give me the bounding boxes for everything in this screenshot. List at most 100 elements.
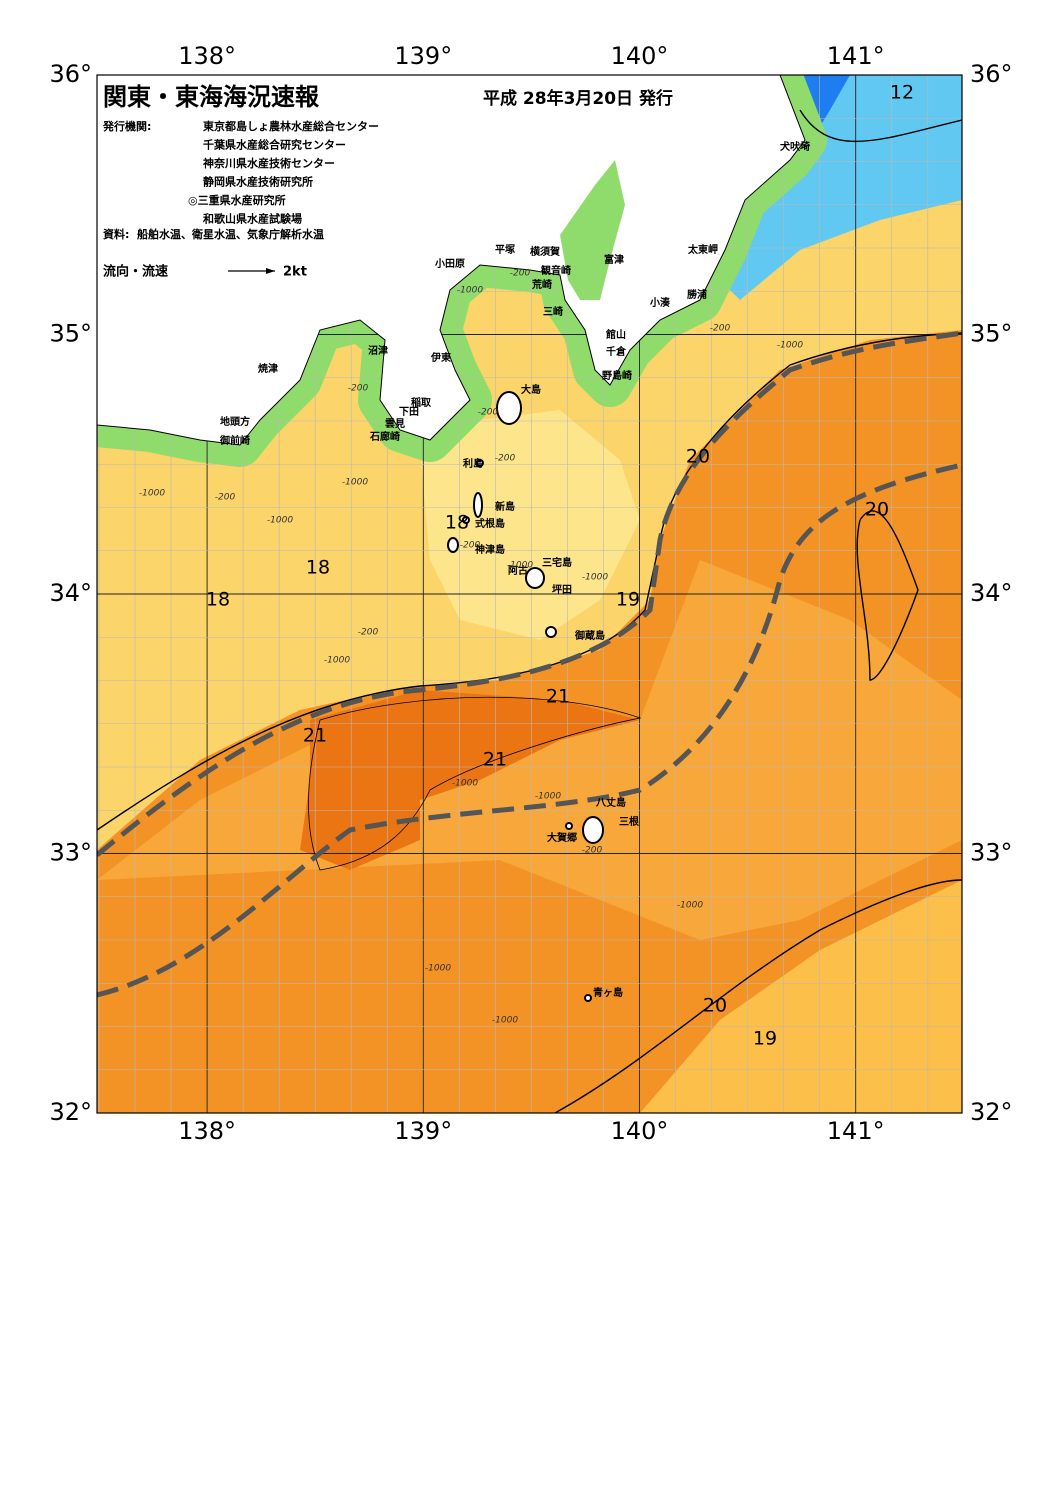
place-name: 太東岬 <box>687 243 718 256</box>
depth-label: -1000 <box>452 779 478 789</box>
isotherm-label: 18 <box>306 557 330 579</box>
place-name: 大島 <box>521 383 541 396</box>
place-name: 三根 <box>619 815 639 828</box>
island <box>582 816 604 844</box>
depth-label: -1000 <box>425 964 451 974</box>
place-name: 犬吠埼 <box>780 140 810 153</box>
depth-label: -1000 <box>535 792 561 802</box>
lon-label: 138° <box>178 1117 236 1145</box>
place-name: 神津島 <box>475 543 505 556</box>
isotherm <box>554 879 962 1113</box>
place-name: 青ヶ島 <box>593 986 623 999</box>
legend-scale: 2kt <box>283 265 307 280</box>
publisher-name: 静岡県水産技術研究所 <box>203 175 313 189</box>
publisher-label: 発行機関: <box>102 119 151 133</box>
depth-label: -200 <box>348 384 369 394</box>
isotherm-label: 20 <box>865 499 889 521</box>
isotherm-label: 21 <box>483 749 507 771</box>
island <box>473 492 483 518</box>
lat-label: 32° <box>970 1098 1013 1126</box>
lat-label: 32° <box>49 1098 92 1126</box>
depth-label: -200 <box>358 628 379 638</box>
depth-label: -1000 <box>677 901 703 911</box>
isotherm-label: 12 <box>890 82 914 104</box>
isotherm-label: 21 <box>546 686 570 708</box>
lat-label: 33° <box>970 839 1013 867</box>
publisher-name: 千葉県水産総合研究センター <box>203 138 346 152</box>
frame <box>96 74 963 1114</box>
axes: 138° 138° 139° 139° 140° 140° 141° 141° 36° 36° 35… <box>49 42 1012 1145</box>
depth-label: -200 <box>710 324 731 334</box>
tokyo-bay <box>560 160 625 300</box>
place-name: 伊東 <box>430 351 451 364</box>
source-text: 船舶水温、衛星水温、気象庁解析水温 <box>137 227 324 241</box>
place-name: 沼津 <box>368 344 388 357</box>
lon-label: 140° <box>611 42 669 70</box>
place-name: 勝浦 <box>687 288 707 301</box>
islands <box>447 391 604 1002</box>
place-name: 千倉 <box>606 345 627 358</box>
isotherm-label: 18 <box>206 589 230 611</box>
depth-label: -200 <box>215 493 236 503</box>
place-name: 下田 <box>399 406 419 418</box>
place-name: 阿古 <box>508 564 528 577</box>
depth-label: -1000 <box>492 1016 518 1026</box>
place-name: 坪田 <box>552 583 572 596</box>
lat-label: 34° <box>970 579 1013 607</box>
island <box>462 516 470 524</box>
place-name: 三宅島 <box>542 556 572 569</box>
lat-label: 33° <box>49 839 92 867</box>
place-name: 稲取 <box>411 396 432 409</box>
lon-label: 139° <box>394 1117 452 1145</box>
depth-label: -200 <box>582 846 603 856</box>
place-name: 御前崎 <box>219 434 250 447</box>
depth-label: -1000 <box>457 286 483 296</box>
lat-label: 35° <box>970 320 1013 348</box>
source-label: 資料: <box>103 227 129 241</box>
publisher-name: 和歌山県水産試験場 <box>203 212 302 226</box>
legend-label: 流向・流速 <box>103 264 168 280</box>
place-name: 館山 <box>605 328 626 341</box>
lon-label: 139° <box>394 42 452 70</box>
place-name: 小田原 <box>434 257 465 270</box>
isotherm-label: 19 <box>616 589 640 611</box>
isotherm-label: 20 <box>686 446 710 468</box>
place-name: 野島崎 <box>602 369 632 382</box>
isotherm-label: 20 <box>703 995 727 1017</box>
isotherm <box>308 696 642 871</box>
lat-label: 36° <box>970 60 1013 88</box>
isotherm-label: 18 <box>445 512 469 534</box>
place-name: 御蔵島 <box>574 629 605 642</box>
place-name: 式根島 <box>475 517 505 530</box>
isotherm <box>856 510 919 681</box>
depth-label: -1000 <box>267 516 293 526</box>
place-name: 八丈島 <box>595 796 626 809</box>
publisher-name: ◎三重県水産研究所 <box>188 193 286 207</box>
island <box>496 391 522 425</box>
island <box>584 994 592 1002</box>
place-name: 横須賀 <box>530 245 560 258</box>
depth-label: -200 <box>478 408 499 418</box>
depth-label: -1000 <box>507 561 533 571</box>
depth-label: -200 <box>510 269 531 279</box>
place-name: 雲見 <box>385 418 405 430</box>
lon-label: 141° <box>827 1117 885 1145</box>
isotherm-label: 21 <box>303 725 327 747</box>
lat-label: 35° <box>49 320 92 348</box>
isotherm-label: 19 <box>753 1028 777 1050</box>
island <box>525 567 545 589</box>
island <box>565 822 573 830</box>
island <box>476 459 484 467</box>
legend-arrowhead <box>266 268 275 274</box>
place-name: 富津 <box>604 253 624 266</box>
place-name: 石廊崎 <box>369 430 400 443</box>
depth-label: -1000 <box>342 478 368 488</box>
publisher-name: 神奈川県水産技術センター <box>203 156 335 170</box>
title: 関東・東海海況速報 <box>103 83 320 111</box>
place-name: 大賀郷 <box>547 831 577 844</box>
date: 平成 28年3月20日 発行 <box>483 88 673 109</box>
depth-label: -1000 <box>324 656 350 666</box>
place-name: 新島 <box>495 500 515 513</box>
